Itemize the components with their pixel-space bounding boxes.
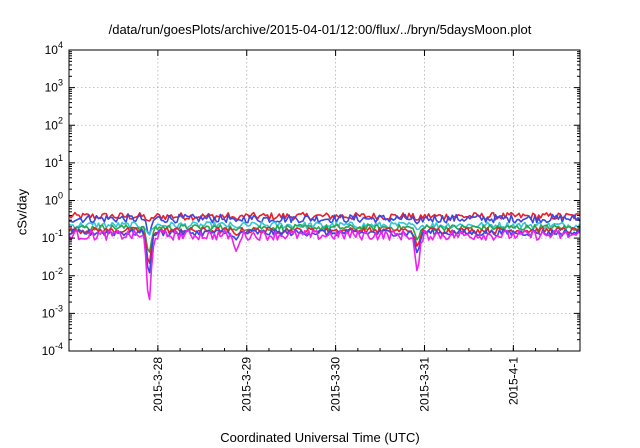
y-axis-label: cSv/day <box>14 188 30 236</box>
x-tick-label: 2015-3-28 <box>151 357 165 412</box>
series-line-3 <box>68 223 581 253</box>
grid <box>69 49 580 352</box>
y-tick-label: 100 <box>45 191 63 208</box>
y-tick-label: 10-4 <box>42 341 63 358</box>
x-tick-label: 2015-4-1 <box>506 357 520 405</box>
x-tick-label: 2015-3-30 <box>329 357 343 412</box>
x-tick-label: 2015-3-29 <box>240 357 254 412</box>
y-tick-label: 10-2 <box>42 266 63 283</box>
chart-title: /data/run/goesPlots/archive/2015-04-01/1… <box>108 22 532 37</box>
series-line-2 <box>68 221 581 236</box>
y-tick-label: 10-1 <box>42 228 63 245</box>
x-tick-label: 2015-3-31 <box>417 357 431 412</box>
series-line-5 <box>68 228 581 274</box>
y-tick-label: 103 <box>45 78 63 95</box>
series-layer <box>68 211 581 301</box>
x-axis-label: Coordinated Universal Time (UTC) <box>220 430 420 445</box>
y-tick-label: 102 <box>45 115 63 132</box>
series-line-6 <box>68 229 581 301</box>
y-tick-label: 104 <box>45 40 63 57</box>
y-tick-label: 101 <box>45 153 63 170</box>
series-line-1 <box>68 213 581 236</box>
y-tick-label: 10-3 <box>42 303 63 320</box>
axes: 10-4 10-3 10-2 10-1 100 101 102 103 104 2015-3-28… <box>42 40 581 412</box>
